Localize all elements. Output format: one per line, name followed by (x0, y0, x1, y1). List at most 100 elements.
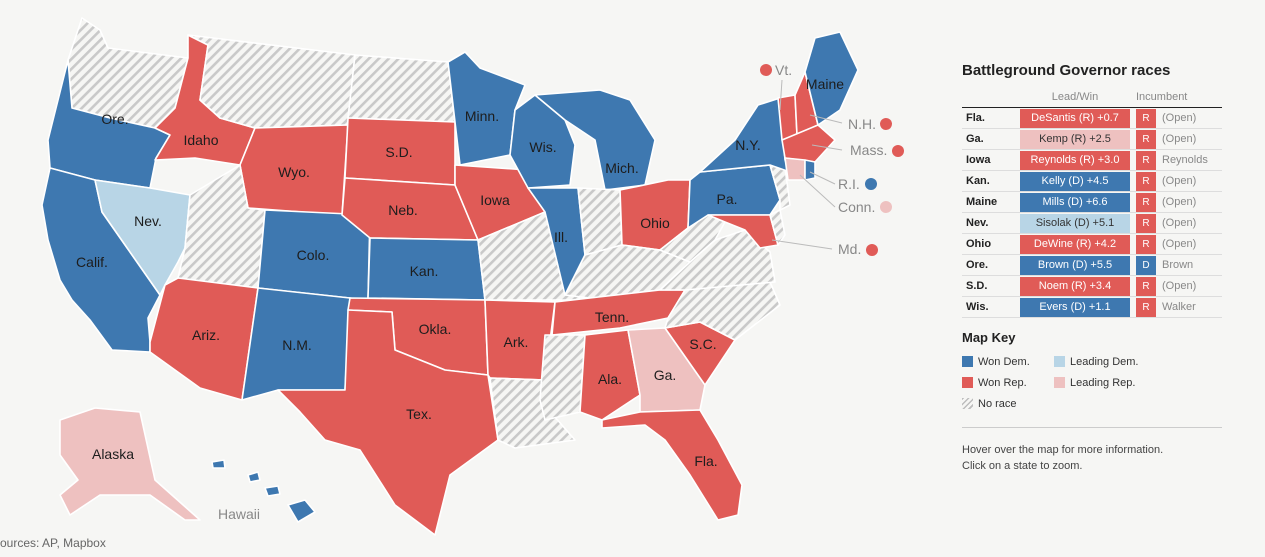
label-arkansas: Ark. (504, 334, 529, 350)
incumbent-name: (Open) (1162, 175, 1197, 187)
state-nevada[interactable] (94, 179, 191, 296)
incumbent-name: (Open) (1162, 133, 1197, 145)
key-no-race: No race (962, 397, 1017, 411)
state-florida[interactable] (601, 409, 743, 521)
incumbent-party: R (1136, 151, 1156, 170)
incumbent-party: R (1136, 172, 1156, 191)
label-hawaii: Hawaii (218, 506, 260, 522)
race-state: Kan. (966, 175, 990, 187)
dot-massachusetts (892, 145, 904, 157)
incumbent-name: (Open) (1162, 112, 1197, 124)
race-row[interactable]: Wis. Evers (D) +1.1 R Walker (962, 297, 1222, 318)
race-row[interactable]: Iowa Reynolds (R) +3.0 R Reynolds (962, 150, 1222, 171)
label-connecticut: Conn. (838, 199, 875, 215)
state-delaware[interactable] (769, 209, 786, 246)
race-row[interactable]: Ore. Brown (D) +5.5 D Brown (962, 255, 1222, 276)
dot-rhode-island (865, 178, 877, 190)
incumbent-party: R (1136, 214, 1156, 233)
race-row[interactable]: Nev. Sisolak (D) +5.1 R (Open) (962, 213, 1222, 234)
label-illinois: Ill. (554, 229, 568, 245)
incumbent-name: Reynolds (1162, 154, 1208, 166)
incumbent-party: R (1136, 109, 1156, 128)
state-alaska[interactable] (59, 407, 201, 521)
race-state: Fla. (966, 112, 985, 124)
key-no-race-label: No race (978, 398, 1017, 410)
incumbent-party: R (1136, 298, 1156, 317)
label-maryland: Md. (838, 241, 861, 257)
race-row[interactable]: Kan. Kelly (D) +4.5 R (Open) (962, 171, 1222, 192)
label-rhode-island: R.I. (838, 176, 860, 192)
race-row[interactable]: Ohio DeWine (R) +4.2 R (Open) (962, 234, 1222, 255)
label-vermont: Vt. (775, 62, 792, 78)
state-new-york[interactable] (699, 97, 791, 173)
map-key: Won Dem. Leading Dem. Won Rep. Leading R… (962, 355, 1222, 428)
incumbent-party: D (1136, 256, 1156, 275)
hint-hover: Hover over the map for more information. (962, 444, 1164, 456)
incumbent-party: R (1136, 277, 1156, 296)
race-state: Wis. (966, 301, 989, 313)
label-oregon: Ore. (101, 111, 128, 127)
race-row[interactable]: Maine Mills (D) +6.6 R (Open) (962, 192, 1222, 213)
table-header: Lead/Win Incumbent (962, 89, 1222, 108)
label-iowa: Iowa (480, 192, 510, 208)
key-won-dem-label: Won Dem. (978, 356, 1030, 368)
race-state: Maine (966, 196, 998, 208)
label-nebraska: Neb. (388, 202, 418, 218)
race-lead: Noem (R) +3.4 (1020, 277, 1130, 296)
race-row[interactable]: S.D. Noem (R) +3.4 R (Open) (962, 276, 1222, 297)
key-won-dem: Won Dem. (962, 355, 1030, 369)
race-row[interactable]: Fla. DeSantis (R) +0.7 R (Open) (962, 108, 1222, 129)
label-new-mexico: N.M. (282, 337, 312, 353)
race-row[interactable]: Ga. Kemp (R) +2.5 R (Open) (962, 129, 1222, 150)
us-map[interactable]: Ore. Calif. Nev. Idaho Wyo. Ariz. Colo. … (0, 0, 945, 557)
state-alabama[interactable] (579, 329, 641, 421)
race-lead: Kelly (D) +4.5 (1020, 172, 1130, 191)
race-lead: Reynolds (R) +3.0 (1020, 151, 1130, 170)
map-hint: Hover over the map for more information.… (962, 442, 1222, 474)
incumbent-party: R (1136, 193, 1156, 212)
incumbent-party: R (1136, 130, 1156, 149)
governor-races-panel: Battleground Governor races Lead/Win Inc… (962, 62, 1222, 474)
races-table: Fla. DeSantis (R) +0.7 R (Open) Ga. Kemp (R) … (962, 108, 1222, 318)
race-lead: Sisolak (D) +5.1 (1020, 214, 1130, 233)
label-colorado: Colo. (297, 247, 330, 263)
label-pennsylvania: Pa. (716, 191, 737, 207)
label-maine: Maine (806, 76, 844, 92)
state-hawaii[interactable] (211, 459, 316, 523)
race-state: Iowa (966, 154, 991, 166)
incumbent-name: Brown (1162, 259, 1194, 271)
label-kansas: Kan. (410, 263, 439, 279)
race-state: Ore. (966, 259, 989, 271)
state-mississippi[interactable] (539, 334, 586, 421)
state-texas[interactable] (277, 309, 499, 536)
label-alaska: Alaska (92, 446, 134, 462)
label-south-dakota: S.D. (385, 144, 412, 160)
incumbent-name: (Open) (1162, 196, 1197, 208)
race-lead: Evers (D) +1.1 (1020, 298, 1130, 317)
race-lead: Kemp (R) +2.5 (1020, 130, 1130, 149)
race-state: S.D. (966, 280, 988, 292)
key-leading-rep-label: Leading Rep. (1070, 377, 1136, 389)
state-indiana[interactable] (577, 187, 623, 256)
label-alabama: Ala. (598, 371, 622, 387)
incumbent-name: Walker (1162, 301, 1196, 313)
incumbent-name: (Open) (1162, 238, 1197, 250)
state-massachusetts[interactable] (781, 124, 836, 163)
label-arizona: Ariz. (192, 327, 220, 343)
panel-title: Battleground Governor races (962, 62, 1171, 79)
us-map-svg[interactable]: Ore. Calif. Nev. Idaho Wyo. Ariz. Colo. … (0, 0, 945, 557)
state-virginia[interactable] (659, 229, 776, 291)
label-oklahoma: Okla. (419, 321, 452, 337)
sources-credit: ources: AP, Mapbox (0, 536, 106, 550)
swatch-won-rep (962, 377, 973, 388)
key-won-rep-label: Won Rep. (978, 377, 1027, 389)
race-lead: Brown (D) +5.5 (1020, 256, 1130, 275)
key-leading-rep: Leading Rep. (1054, 376, 1135, 390)
label-ohio: Ohio (640, 215, 670, 231)
state-north-dakota[interactable] (347, 54, 456, 123)
dot-connecticut (880, 201, 892, 213)
race-state: Ga. (966, 133, 984, 145)
swatch-leading-rep (1054, 377, 1065, 388)
race-state: Nev. (966, 217, 989, 229)
state-rhode-island[interactable] (804, 159, 816, 181)
